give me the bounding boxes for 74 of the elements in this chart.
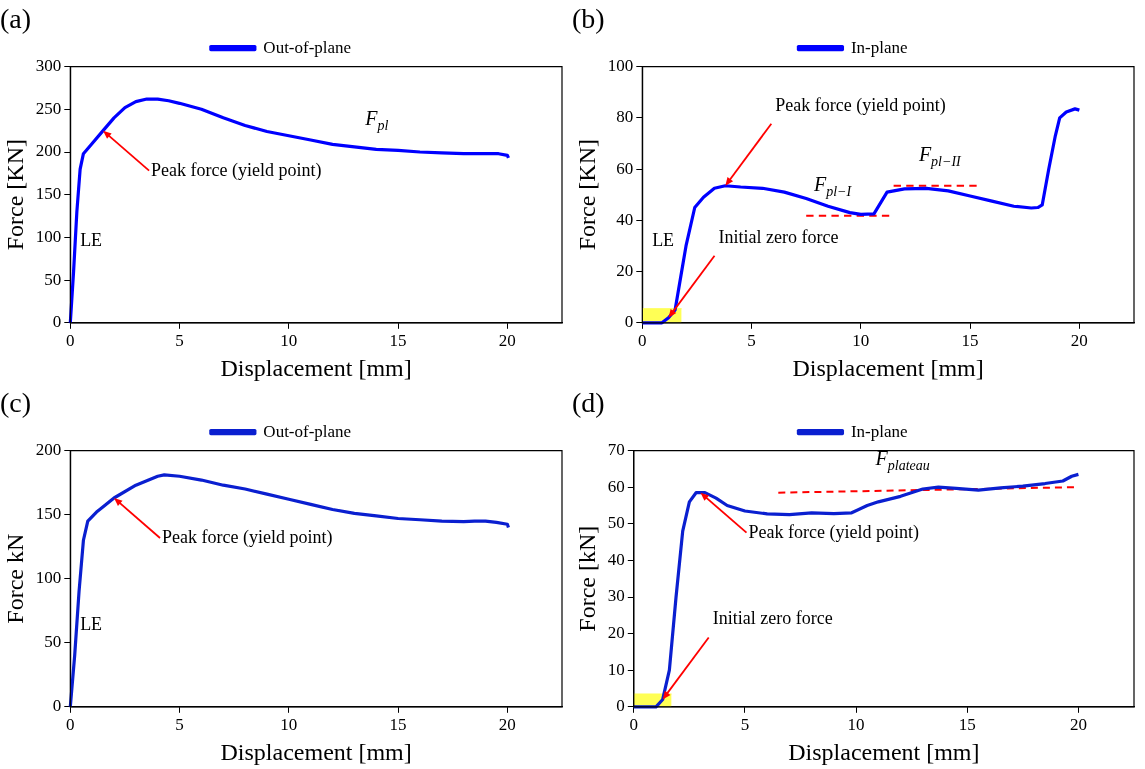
x-tick-label: 0 [638,331,647,351]
y-tick-label: 200 [35,440,62,460]
y-axis-title: Force [KN] [573,139,600,251]
annotation: LE [80,229,103,250]
y-tick-label: 20 [616,261,634,281]
annotation: LE [652,229,675,250]
y-tick-label: 100 [607,56,634,76]
x-tick-label: 5 [175,331,184,351]
annotation: F$_{pl−I}$ [813,172,852,199]
y-tick-label: 250 [35,98,62,118]
y-tick-label: 150 [35,184,62,204]
chart-title: (d) [572,387,605,419]
annotation: F$_{pl−II}$ [918,142,961,169]
x-tick-label: 15 [389,331,407,351]
x-axis-title: Displacement [mm] [220,738,412,765]
x-tick-label: 20 [1070,331,1088,351]
y-tick-label: 0 [52,312,62,332]
y-tick-label: 50 [44,632,62,652]
annotation: LE [80,613,103,634]
chart-title: (c) [0,387,32,419]
y-axis-title: Force kN [1,533,28,624]
x-tick-label: 15 [389,715,407,735]
y-tick-label: 60 [616,158,634,178]
y-tick-label: 100 [35,226,62,246]
y-tick-label: 10 [607,659,625,679]
y-tick-label: 30 [607,586,625,606]
y-axis-title: Force [kN] [573,525,600,632]
legend-label: In-plane [850,421,908,441]
x-tick-label: 0 [66,331,75,351]
y-tick-label: 300 [35,56,62,76]
annotation: F$_{pl}$ [365,106,389,133]
x-tick-label: 20 [498,715,516,735]
y-tick-label: 100 [35,568,62,588]
x-tick-label: 5 [740,715,750,735]
y-tick-label: 200 [35,141,62,161]
x-axis-title: Displacement [mm] [788,738,980,765]
annotation: Initial zero force [718,226,839,247]
y-tick-label: 60 [607,476,625,496]
y-axis-title: Force [KN] [1,139,28,251]
x-tick-label: 10 [280,331,298,351]
x-tick-label: 10 [847,715,865,735]
legend-label: In-plane [850,37,908,57]
annotation: Peak force (yield point) [151,159,322,180]
y-tick-label: 80 [616,107,634,127]
y-tick-label: 0 [624,312,634,332]
y-tick-label: 0 [616,696,625,716]
legend-label: Out-of-plane [263,421,352,441]
x-tick-label: 0 [66,715,75,735]
y-tick-label: 50 [607,513,625,533]
x-axis-title: Displacement [mm] [792,354,984,381]
y-tick-label: 20 [607,623,625,643]
annotation: Peak force (yield point) [748,521,919,542]
y-tick-label: 50 [44,269,62,289]
y-tick-label: 0 [52,696,62,716]
y-tick-label: 70 [607,440,625,460]
x-tick-label: 5 [175,715,184,735]
annotation: Peak force (yield point) [775,94,946,115]
x-tick-label: 10 [852,331,870,351]
chart-title: (a) [0,3,32,35]
y-tick-label: 40 [607,549,625,569]
x-axis-title: Displacement [mm] [220,354,412,381]
x-tick-label: 15 [961,331,979,351]
x-tick-label: 10 [280,715,298,735]
annotation: Initial zero force [712,608,833,629]
x-tick-label: 20 [1069,715,1087,735]
y-tick-label: 150 [35,504,62,524]
x-tick-label: 15 [958,715,976,735]
x-tick-label: 5 [747,331,756,351]
legend-label: Out-of-plane [263,37,352,57]
y-tick-label: 40 [616,209,634,229]
annotation: Peak force (yield point) [162,526,333,547]
x-tick-label: 20 [498,331,516,351]
annotation: F$_{plateau}$ [875,447,930,474]
chart-title: (b) [572,3,605,35]
